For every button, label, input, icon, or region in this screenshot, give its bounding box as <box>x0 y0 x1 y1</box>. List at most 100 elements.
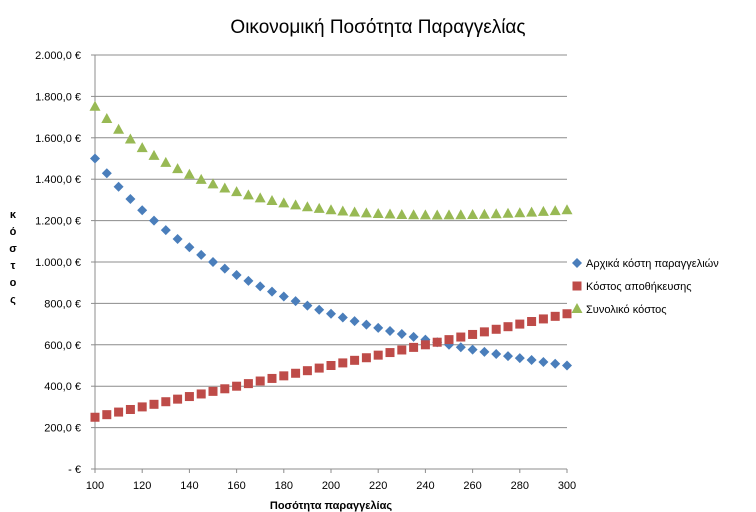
data-point <box>207 178 219 189</box>
data-point <box>90 153 100 164</box>
data-point <box>195 173 207 184</box>
data-point <box>314 304 325 315</box>
data-point <box>219 263 230 274</box>
data-point <box>208 386 218 396</box>
data-point <box>373 350 383 360</box>
y-tick-label: 1.800,0 € <box>35 91 81 103</box>
data-point <box>326 308 336 319</box>
y-axis-title-char: σ <box>9 243 17 255</box>
data-point <box>526 206 538 217</box>
data-point <box>160 225 171 236</box>
data-point <box>278 291 289 302</box>
data-point <box>219 182 231 193</box>
axes <box>91 54 568 473</box>
data-point <box>279 371 289 381</box>
data-point <box>384 208 396 219</box>
data-point <box>254 192 266 203</box>
data-point <box>243 275 254 286</box>
data-point <box>232 381 242 391</box>
y-axis-title-char: κ <box>10 209 17 221</box>
data-point <box>444 335 454 345</box>
data-point <box>549 205 561 216</box>
data-point <box>361 353 371 363</box>
data-point <box>113 181 124 192</box>
legend-label: Συνολικό κόστος <box>586 304 667 316</box>
data-point <box>515 319 525 329</box>
data-point <box>267 373 277 383</box>
data-point <box>90 412 100 422</box>
data-point <box>255 281 266 292</box>
y-tick-label: 600,0 € <box>44 340 81 352</box>
data-point <box>396 208 408 219</box>
y-tick-label: 1.000,0 € <box>35 257 81 269</box>
data-point <box>137 205 148 216</box>
data-point <box>361 319 372 330</box>
data-point <box>455 209 467 220</box>
x-tick-label: 140 <box>180 480 198 492</box>
data-point <box>431 209 443 220</box>
legend-label: Αρχικά κόστη παραγγελιών <box>586 258 719 270</box>
data-point <box>125 194 136 205</box>
data-point <box>432 337 442 347</box>
y-tick-label: 2.000,0 € <box>35 50 81 62</box>
data-point <box>562 309 572 319</box>
data-point <box>113 123 125 134</box>
data-point <box>562 360 572 371</box>
data-point <box>503 351 513 362</box>
data-point <box>313 202 325 213</box>
data-point <box>89 100 101 111</box>
data-point <box>409 342 419 352</box>
legend-marker <box>572 258 582 268</box>
y-axis-title-char: τ <box>11 260 16 272</box>
data-point <box>326 361 336 370</box>
data-point <box>337 205 349 216</box>
data-point <box>125 404 135 414</box>
data-point <box>338 358 348 368</box>
data-point <box>526 355 537 366</box>
data-point <box>373 322 384 333</box>
data-point <box>514 207 526 218</box>
data-point <box>242 189 254 200</box>
data-point <box>101 168 112 179</box>
data-point <box>172 163 184 174</box>
chart-title: Οικονομική Ποσότητα Παραγγελίας <box>230 17 525 38</box>
legend: Αρχικά κόστη παραγγελιών Κόστος αποθήκευσ… <box>571 258 719 316</box>
data-point <box>538 314 548 324</box>
data-point <box>208 257 218 267</box>
data-point <box>160 156 172 167</box>
y-axis-title: κόστος <box>9 209 17 306</box>
data-point <box>314 363 324 373</box>
data-point <box>527 317 537 327</box>
data-point <box>173 394 183 404</box>
data-point <box>101 112 113 123</box>
x-tick-labels: 100 120 140 160 180 200 220 240 260 280 300 <box>86 480 576 492</box>
data-point <box>479 327 489 337</box>
data-point <box>550 311 560 321</box>
data-point <box>349 316 360 327</box>
data-point <box>491 348 502 359</box>
data-point <box>467 344 478 355</box>
x-tick-label: 100 <box>86 480 104 492</box>
x-tick-label: 260 <box>463 480 481 492</box>
y-tick-label: 800,0 € <box>44 298 81 310</box>
data-point <box>467 209 479 220</box>
data-point <box>350 355 360 365</box>
data-point <box>349 206 361 217</box>
y-tick-label: 1.400,0 € <box>35 174 81 186</box>
data-point <box>149 215 159 226</box>
data-point <box>325 204 337 215</box>
data-point <box>172 234 183 245</box>
data-point <box>385 325 395 336</box>
data-point <box>385 348 395 358</box>
series-square <box>90 309 572 422</box>
y-axis-title-char: ό <box>10 226 17 238</box>
data-point <box>561 204 573 215</box>
x-tick-label: 160 <box>227 480 245 492</box>
data-point <box>267 286 277 297</box>
y-axis-title-char: ο <box>10 277 17 289</box>
data-point <box>184 392 194 402</box>
data-point <box>503 322 513 332</box>
data-point <box>255 376 265 386</box>
x-tick-label: 180 <box>275 480 293 492</box>
data-point <box>514 353 525 364</box>
